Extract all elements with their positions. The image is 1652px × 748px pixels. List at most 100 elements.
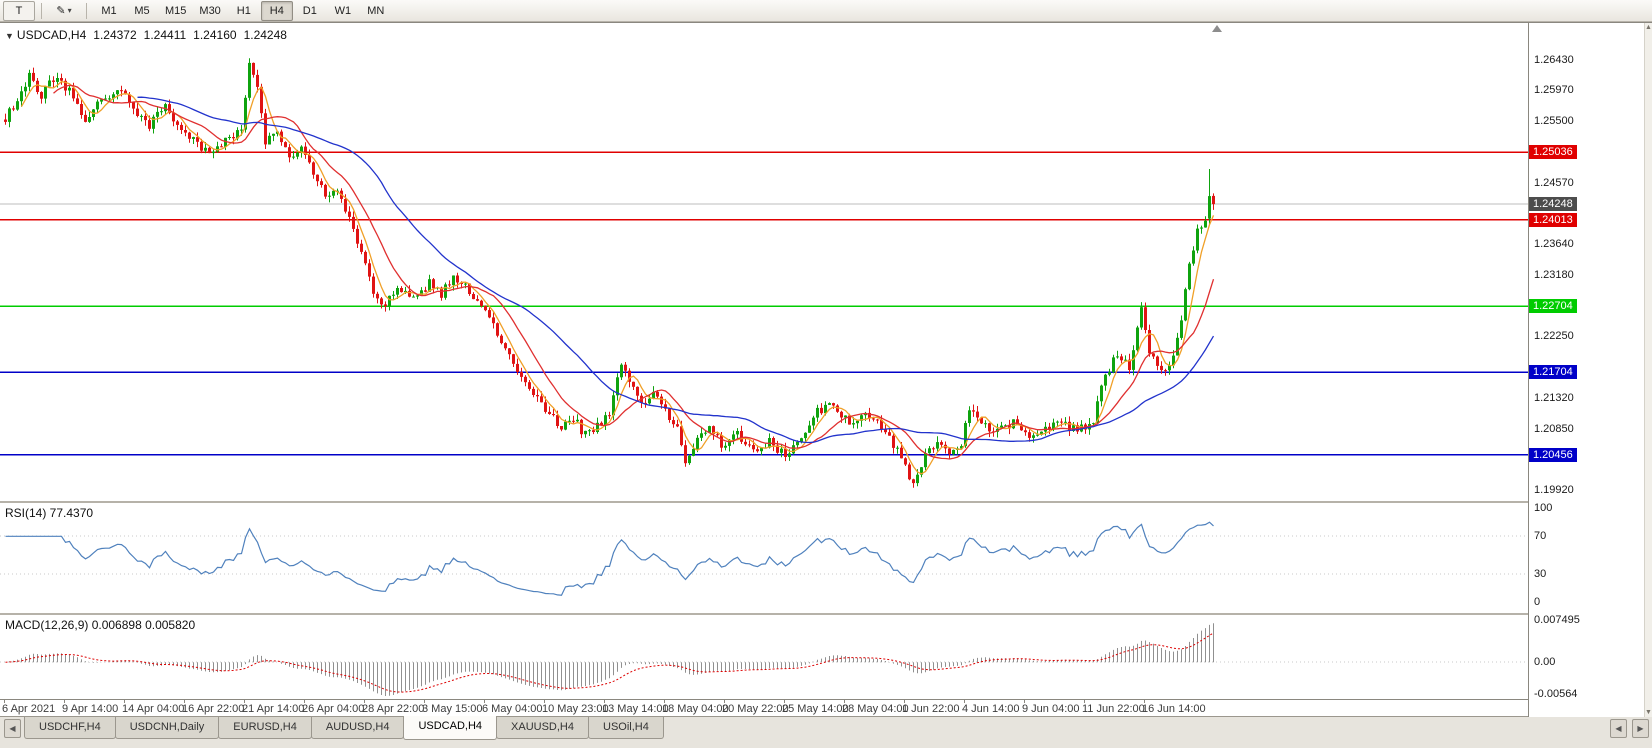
price-axis-tick: 1.22250 <box>1534 330 1574 343</box>
draw-tool-button[interactable]: ✎ ▾ <box>48 1 80 21</box>
tabbar-next-button[interactable]: ▶ <box>1632 719 1649 738</box>
time-axis-label: 4 Jun 14:00 <box>962 703 1020 715</box>
chart-high-value: 1.24411 <box>143 28 187 42</box>
pencil-icon: ✎ <box>56 4 66 17</box>
chart-symbol-label: USDCAD,H4 <box>16 28 87 42</box>
time-axis-tick <box>1084 700 1085 703</box>
macd-canvas[interactable] <box>0 613 1528 699</box>
tab-usoil-h4[interactable]: USOil,H4 <box>588 717 664 739</box>
tab-usdcad-h4[interactable]: USDCAD,H4 <box>403 716 498 740</box>
chart-title: ▼ USDCAD,H4 1.24372 1.24411 1.24160 1.24248 <box>5 28 287 42</box>
time-axis-label: 18 May 04:00 <box>662 703 729 715</box>
time-axis-tick <box>364 700 365 703</box>
scroll-up-icon[interactable]: ▲ <box>1645 24 1652 31</box>
time-axis-label: 6 Apr 2021 <box>2 703 56 715</box>
time-axis-label: 25 May 14:00 <box>782 703 849 715</box>
time-axis-label: 28 May 04:00 <box>842 703 909 715</box>
main-chart-canvas[interactable] <box>0 23 1528 501</box>
time-axis-tick <box>4 700 5 703</box>
chart-tab-bar: ◀ USDCHF,H4 USDCNH,Daily EURUSD,H4 AUDUSD,H4… <box>0 716 1652 744</box>
time-axis-label: 3 May 15:00 <box>422 703 483 715</box>
level-price-badge: 1.20456 <box>1529 447 1577 462</box>
time-axis-label: 14 Apr 04:00 <box>122 703 185 715</box>
time-axis-tick <box>64 700 65 703</box>
time-axis-label: 28 Apr 22:00 <box>362 703 425 715</box>
chart-menu-icon[interactable]: ▼ <box>5 31 14 41</box>
rsi-canvas[interactable] <box>0 501 1528 613</box>
chevron-down-icon: ▾ <box>67 5 72 15</box>
time-axis-tick <box>544 700 545 703</box>
time-axis-label: 21 Apr 14:00 <box>242 703 305 715</box>
price-axis-tick: 1.24570 <box>1534 176 1574 189</box>
time-axis-label: 6 May 04:00 <box>482 703 543 715</box>
time-axis-label: 16 Apr 22:00 <box>182 703 245 715</box>
rsi-axis-tick: 0 <box>1534 596 1541 608</box>
level-price-badge: 1.24013 <box>1529 212 1577 227</box>
timeframe-toolbar: M1 M5 M15 M30 H1 H4 D1 W1 MN <box>93 0 392 21</box>
chart-close-value: 1.24248 <box>243 28 287 42</box>
price-axis-tick: 1.25500 <box>1534 115 1574 128</box>
time-axis-tick <box>844 700 845 703</box>
time-axis-label: 1 Jun 22:00 <box>902 703 960 715</box>
tab-scroll-left-button[interactable]: ◀ <box>4 719 21 738</box>
current-price-badge: 1.24248 <box>1529 197 1577 212</box>
time-axis-tick <box>1024 700 1025 703</box>
timeframe-button-m15[interactable]: M15 <box>165 4 187 17</box>
price-axis-tick: 1.25970 <box>1534 84 1574 97</box>
scroll-down-icon[interactable]: ▼ <box>1645 709 1652 716</box>
time-axis-tick <box>124 700 125 703</box>
rsi-axis-tick: 30 <box>1534 567 1547 580</box>
rsi-axis-tick: 100 <box>1534 502 1553 514</box>
time-axis-tick <box>424 700 425 703</box>
price-axis-tick: 1.23640 <box>1534 238 1574 251</box>
price-axis-tick: 1.26430 <box>1534 54 1574 66</box>
chart-window: 6 Apr 2021 9 Apr 14:00 14 Apr 04:00 16 Apr … <box>0 22 1652 717</box>
level-price-badge: 1.21704 <box>1529 365 1577 380</box>
timeframe-button-mn[interactable]: MN <box>367 4 385 17</box>
tabbar-prev-button[interactable]: ◀ <box>1610 719 1627 738</box>
chart-low-value: 1.24160 <box>193 28 237 42</box>
tab-audusd-h4[interactable]: AUDUSD,H4 <box>310 717 405 739</box>
rsi-indicator-label: RSI(14) 77.4370 <box>5 506 94 520</box>
time-axis-tick <box>784 700 785 703</box>
tab-xauusd-h4[interactable]: XAUUSD,H4 <box>496 717 589 739</box>
timeframe-button-m30[interactable]: M30 <box>199 4 221 17</box>
price-axis[interactable]: 1.26430 1.25970 1.25500 1.24570 1.23640 1.231… <box>1528 23 1644 717</box>
time-axis-label: 13 May 14:00 <box>602 703 669 715</box>
price-axis-tick: 1.20850 <box>1534 422 1574 435</box>
text-tool-label: T <box>15 4 23 17</box>
time-axis-label: 16 Jun 14:00 <box>1142 703 1206 715</box>
main-chart-panel[interactable] <box>0 23 1528 501</box>
timeframe-button-w1[interactable]: W1 <box>334 4 352 17</box>
text-tool-button[interactable]: T <box>3 0 35 21</box>
time-axis-label: 11 Jun 22:00 <box>1082 703 1145 715</box>
tab-usdchf-h4[interactable]: USDCHF,H4 <box>24 717 116 739</box>
time-axis-tick <box>484 700 485 703</box>
chart-plots: 6 Apr 2021 9 Apr 14:00 14 Apr 04:00 16 Apr … <box>0 23 1528 717</box>
price-axis-tick: 1.23180 <box>1534 268 1574 281</box>
rsi-panel[interactable] <box>0 501 1528 613</box>
time-axis-tick <box>904 700 905 703</box>
tab-eurusd-h4[interactable]: EURUSD,H4 <box>218 717 312 739</box>
tab-usdcnh-daily[interactable]: USDCNH,Daily <box>114 717 220 739</box>
time-axis-label: 20 May 22:00 <box>722 703 789 715</box>
timeframe-button-m5[interactable]: M5 <box>134 4 150 17</box>
time-axis-tick <box>664 700 665 703</box>
price-axis-tick: 1.19920 <box>1534 484 1574 496</box>
timeframe-button-m1[interactable]: M1 <box>101 4 117 17</box>
macd-indicator-label: MACD(12,26,9) 0.006898 0.005820 <box>5 618 196 632</box>
time-axis-label: 10 May 23:00 <box>542 703 609 715</box>
price-axis-tick: 1.21320 <box>1534 391 1574 404</box>
vertical-scrollbar[interactable]: ▲ ▼ <box>1644 23 1652 717</box>
time-axis-tick <box>964 700 965 703</box>
toolbar-separator <box>41 2 42 19</box>
timeframe-button-h1[interactable]: H1 <box>236 4 251 17</box>
macd-axis-tick: -0.00564 <box>1534 688 1578 700</box>
timeframe-button-h4[interactable]: H4 <box>260 0 293 21</box>
time-axis[interactable]: 6 Apr 2021 9 Apr 14:00 14 Apr 04:00 16 Apr … <box>0 699 1528 717</box>
chart-open-value: 1.24372 <box>93 28 137 42</box>
timeframe-button-d1[interactable]: D1 <box>302 4 317 17</box>
macd-panel[interactable] <box>0 613 1528 699</box>
chart-shift-marker[interactable] <box>1212 25 1222 32</box>
